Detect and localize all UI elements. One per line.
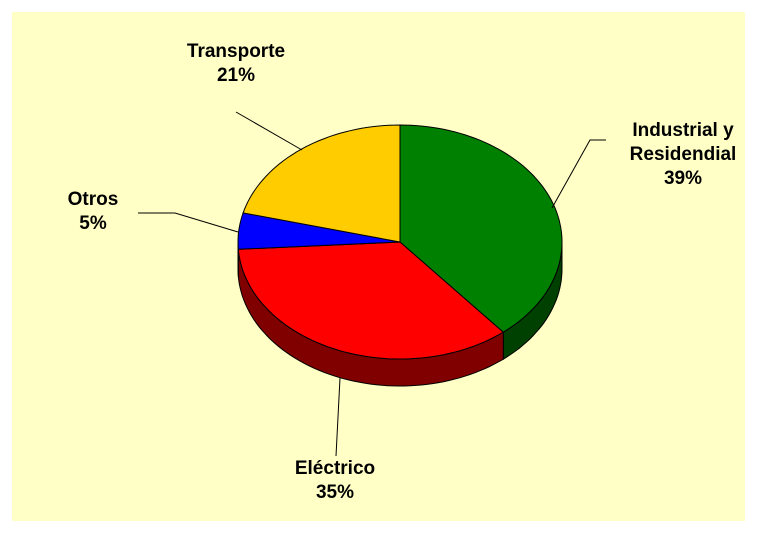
value-label: 39%: [663, 168, 703, 189]
data-label: Transporte 21%: [156, 40, 316, 88]
value-label: 35%: [315, 482, 355, 503]
category-label: Transporte: [186, 41, 286, 62]
data-label: Industrial y Residendial 39%: [603, 119, 757, 191]
slice: [399, 124, 563, 333]
leader-line: [335, 377, 341, 457]
value-label: 21%: [216, 65, 256, 86]
slice: [237, 241, 505, 360]
category-label: Eléctrico: [294, 458, 376, 479]
category-label: Otros: [67, 189, 119, 210]
leader-line: [235, 111, 303, 151]
leader-line: [551, 139, 606, 209]
value-label: 5%: [79, 213, 107, 234]
data-label: Otros 5%: [43, 188, 143, 236]
leader-line: [138, 212, 239, 233]
slice: [237, 212, 401, 250]
data-label: Eléctrico 35%: [255, 457, 415, 505]
category-label: Industrial y Residendial: [629, 120, 737, 165]
